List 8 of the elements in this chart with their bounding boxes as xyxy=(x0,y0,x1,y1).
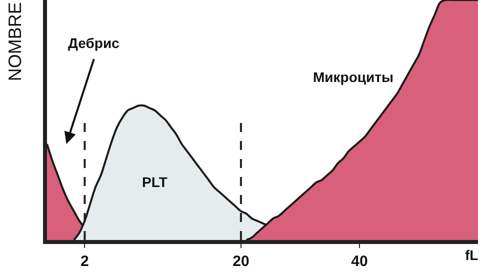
y-axis-title: NOMBRE xyxy=(5,2,26,82)
x-tick-label: 40 xyxy=(351,253,368,270)
series-label: Микроциты xyxy=(313,69,394,85)
x-axis-title: fL xyxy=(465,247,479,263)
x-tick-label: 2 xyxy=(80,253,89,270)
x-tick-label: 20 xyxy=(232,253,250,270)
series-label: PLT xyxy=(142,174,168,190)
text: Дебрис xyxy=(68,35,120,51)
